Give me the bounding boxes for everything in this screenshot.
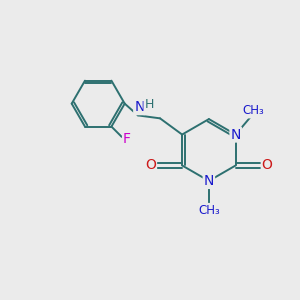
Text: N: N xyxy=(230,128,241,142)
Text: CH₃: CH₃ xyxy=(242,104,264,118)
Text: N: N xyxy=(204,174,214,188)
Text: CH₃: CH₃ xyxy=(198,204,220,217)
Text: H: H xyxy=(144,98,154,111)
Text: O: O xyxy=(262,158,273,172)
Text: N: N xyxy=(134,100,145,114)
Text: F: F xyxy=(123,132,131,146)
Text: O: O xyxy=(145,158,156,172)
